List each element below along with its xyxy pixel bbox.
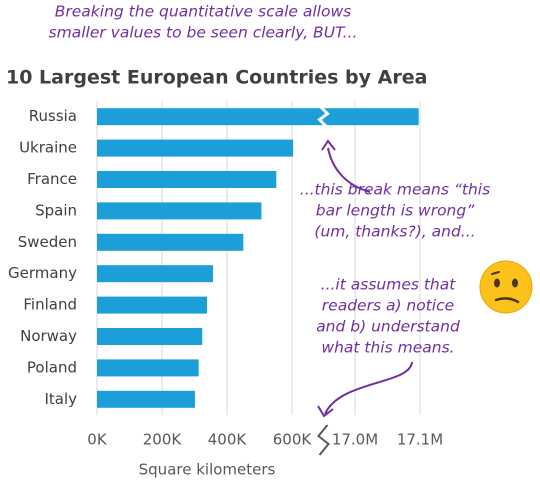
axis-break bbox=[317, 424, 330, 456]
annotation: ...this break means “this bbox=[300, 181, 490, 199]
x-tick-label: 600K bbox=[273, 431, 313, 449]
arrow bbox=[327, 147, 371, 193]
annotation: readers a) notice bbox=[322, 297, 454, 315]
bar bbox=[97, 202, 262, 220]
bar bbox=[97, 359, 199, 377]
bar bbox=[97, 108, 419, 126]
annotation: what this means. bbox=[321, 339, 454, 357]
annotation: smaller values to be seen clearly, BUT..… bbox=[49, 24, 358, 42]
y-tick-label: Russia bbox=[29, 107, 77, 125]
bar bbox=[97, 233, 244, 251]
x-tick-label: 0K bbox=[87, 431, 108, 449]
x-tick-label: 400K bbox=[208, 431, 248, 449]
y-tick-label: France bbox=[27, 170, 77, 188]
arrow bbox=[324, 361, 413, 415]
y-tick-label: Norway bbox=[20, 327, 77, 345]
annotation-arrows bbox=[317, 139, 413, 418]
annotation: and b) understand bbox=[316, 318, 460, 336]
annotation: (um, thanks?), and... bbox=[314, 223, 475, 241]
bar-break bbox=[317, 105, 330, 128]
y-tick-label: Germany bbox=[8, 264, 77, 282]
annotation: ...it assumes that bbox=[321, 276, 457, 294]
chart-title: 10 Largest European Countries by Area bbox=[6, 67, 427, 89]
annotation: Breaking the quantitative scale allows bbox=[55, 3, 351, 21]
y-tick-label: Italy bbox=[44, 390, 77, 408]
y-tick-label: Ukraine bbox=[19, 139, 77, 157]
bar bbox=[97, 390, 195, 408]
bar bbox=[97, 171, 277, 188]
x-tick-label: 200K bbox=[143, 431, 183, 449]
x-tick-label: 17.0M bbox=[332, 431, 378, 449]
bar bbox=[97, 328, 203, 345]
x-tick-label: 17.1M bbox=[397, 431, 443, 449]
y-tick-label: Finland bbox=[23, 296, 77, 314]
y-tick-label: Poland bbox=[27, 358, 77, 376]
y-tick-label: Spain bbox=[35, 201, 77, 219]
arrow-head bbox=[317, 405, 334, 418]
annotation: bar length is wrong” bbox=[316, 202, 475, 220]
bar bbox=[97, 296, 207, 314]
confused-emoji bbox=[479, 260, 533, 314]
y-tick-label: Sweden bbox=[18, 233, 77, 251]
bar bbox=[97, 139, 294, 157]
arrow-head bbox=[321, 139, 336, 151]
x-axis-label: Square kilometers bbox=[139, 461, 276, 479]
bar bbox=[97, 265, 214, 283]
